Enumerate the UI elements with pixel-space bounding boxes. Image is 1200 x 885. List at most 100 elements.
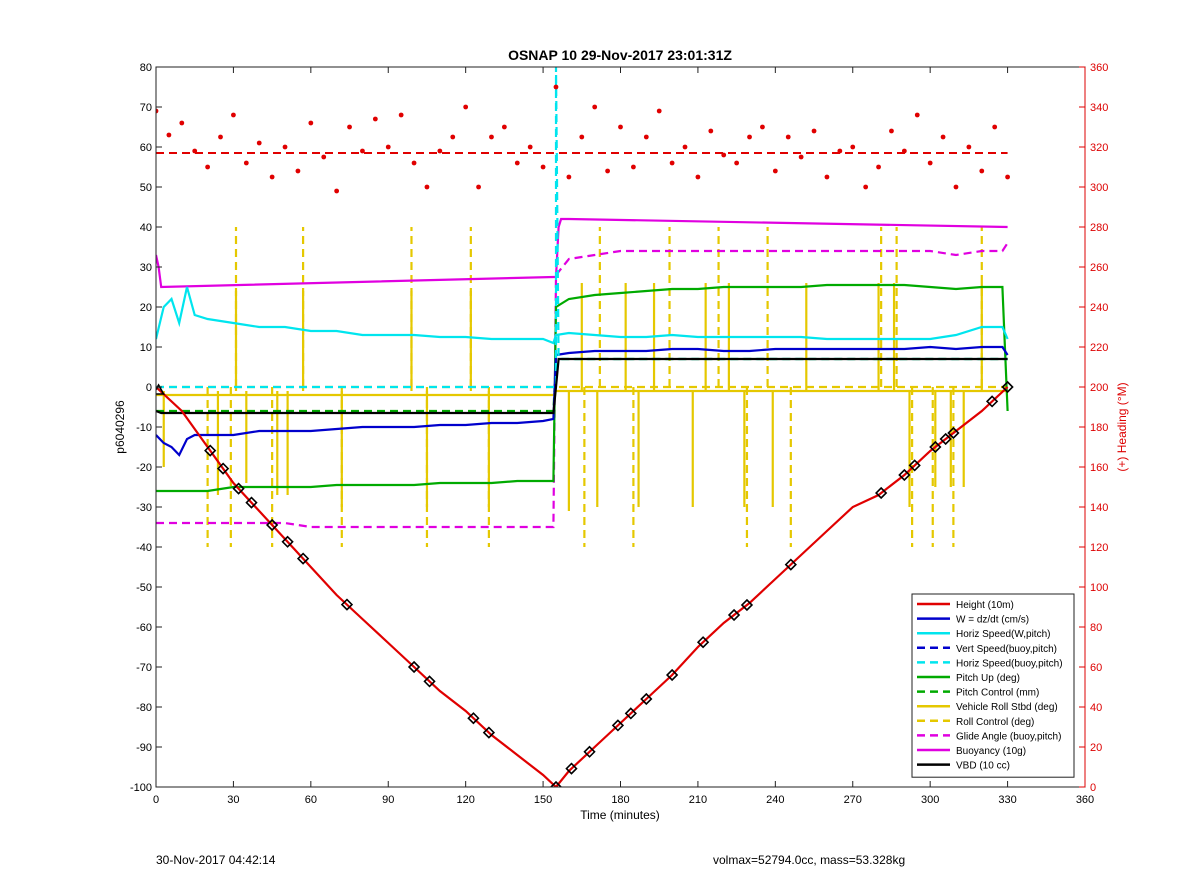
height-marker — [665, 668, 679, 682]
height-marker — [482, 726, 496, 739]
series-line-9 — [156, 242, 1009, 529]
heading-point — [360, 148, 365, 154]
height-marker — [265, 518, 279, 532]
y-tick-label-left: 0 — [146, 382, 152, 394]
heading-point — [489, 134, 494, 140]
height-marker — [640, 692, 653, 706]
heading-point — [708, 128, 714, 134]
height-marker — [624, 707, 637, 720]
height-marker — [407, 660, 421, 674]
footer-timestamp: 30-Nov-2017 04:42:14 — [156, 853, 276, 867]
series-line-5 — [156, 283, 1009, 493]
y-tick-label-right: 20 — [1090, 742, 1102, 754]
y-tick-label-right: 0 — [1090, 782, 1096, 794]
legend-label: Glide Angle (buoy,pitch) — [956, 731, 1061, 742]
y-tick-label-left: 80 — [140, 62, 152, 74]
series-line-11 — [156, 357, 1008, 415]
y-tick-label-left: 70 — [140, 102, 152, 114]
x-axis-label: Time (minutes) — [580, 808, 660, 822]
height-marker — [583, 745, 596, 758]
y-tick-label-left: 60 — [140, 142, 152, 154]
height-marker — [985, 395, 999, 408]
heading-point — [901, 148, 907, 154]
height-marker — [204, 444, 217, 457]
height-marker — [423, 675, 436, 688]
heading-point — [192, 148, 198, 154]
y-tick-label-left: 30 — [140, 262, 152, 274]
heading-point — [1005, 174, 1010, 180]
legend: Height (10m) W = dz/dt (cm/s) Horiz Speed(… — [911, 593, 1075, 778]
heading-point — [643, 134, 649, 140]
y-tick-label-right: 260 — [1090, 262, 1108, 274]
legend-label: Roll Control (deg) — [956, 717, 1034, 728]
heading-point — [501, 124, 507, 130]
heading-point — [953, 184, 959, 190]
legend-label: Height (10m) — [956, 600, 1014, 611]
height-marker — [281, 535, 294, 548]
y-tick-label-left: -70 — [136, 662, 152, 674]
height-marker — [898, 468, 911, 482]
y-tick-label-right: 280 — [1090, 222, 1108, 234]
y-tick-label-left: -10 — [136, 422, 152, 434]
y-tick-label-right: 300 — [1090, 182, 1108, 194]
height-marker — [611, 719, 625, 732]
heading-point — [398, 112, 404, 118]
y-tick-label-left: -80 — [136, 702, 152, 714]
height-marker — [740, 598, 754, 612]
heading-point — [734, 160, 740, 166]
y-tick-label-left: -50 — [136, 582, 152, 594]
plot-area — [156, 67, 1085, 787]
plot-content — [156, 67, 1085, 787]
y-tick-label-left: 40 — [140, 222, 152, 234]
height-marker — [216, 462, 230, 475]
x-tick-label: 240 — [766, 794, 784, 806]
y-tick-label-right: 140 — [1090, 502, 1108, 514]
heading-point — [747, 134, 752, 140]
y-tick-label-right: 200 — [1090, 382, 1108, 394]
heading-point — [231, 112, 236, 118]
heading-point — [631, 164, 636, 170]
heading-point — [308, 120, 314, 126]
heading-point — [476, 184, 481, 190]
heading-point — [437, 148, 443, 154]
y-tick-label-left: -100 — [130, 782, 152, 794]
y-tick-label-right: 340 — [1090, 102, 1108, 114]
y-tick-label-right: 240 — [1090, 302, 1108, 314]
height-marker — [727, 608, 741, 622]
heading-point — [218, 134, 223, 140]
y-tick-label-left: -60 — [136, 622, 152, 634]
heading-point — [876, 164, 881, 170]
y-tick-label-left: -90 — [136, 742, 152, 754]
x-tick-label: 0 — [153, 794, 159, 806]
legend-box — [911, 593, 1075, 778]
heading-point — [450, 134, 456, 140]
height-marker — [947, 426, 960, 440]
heading-point — [979, 168, 985, 174]
x-tick-label: 330 — [998, 794, 1016, 806]
y-axis-label-left: p6040296 — [113, 400, 127, 454]
heading-point — [295, 168, 301, 174]
y-tick-label-right: 220 — [1090, 342, 1108, 354]
heading-point — [156, 108, 159, 114]
legend-label: Vehicle Roll Stbd (deg) — [956, 702, 1058, 713]
heading-point — [889, 128, 894, 134]
heading-point — [966, 144, 972, 150]
heading-point — [347, 124, 352, 130]
y-tick-label-left: -40 — [136, 542, 152, 554]
heading-point — [695, 174, 701, 180]
heading-point — [863, 184, 869, 190]
y-tick-label-left: 10 — [140, 342, 152, 354]
heading-point — [334, 188, 340, 194]
y-tick-label-right: 60 — [1090, 662, 1102, 674]
heading-point — [179, 120, 185, 126]
heading-point — [269, 174, 275, 180]
legend-label: Pitch Control (mm) — [956, 688, 1039, 699]
heading-point — [411, 160, 417, 166]
heading-point — [811, 128, 817, 134]
x-tick-label: 30 — [227, 794, 239, 806]
heading-point — [282, 144, 288, 150]
heading-point — [579, 134, 585, 140]
legend-label: W = dz/dt (cm/s) — [956, 615, 1029, 626]
heading-point — [992, 124, 998, 130]
